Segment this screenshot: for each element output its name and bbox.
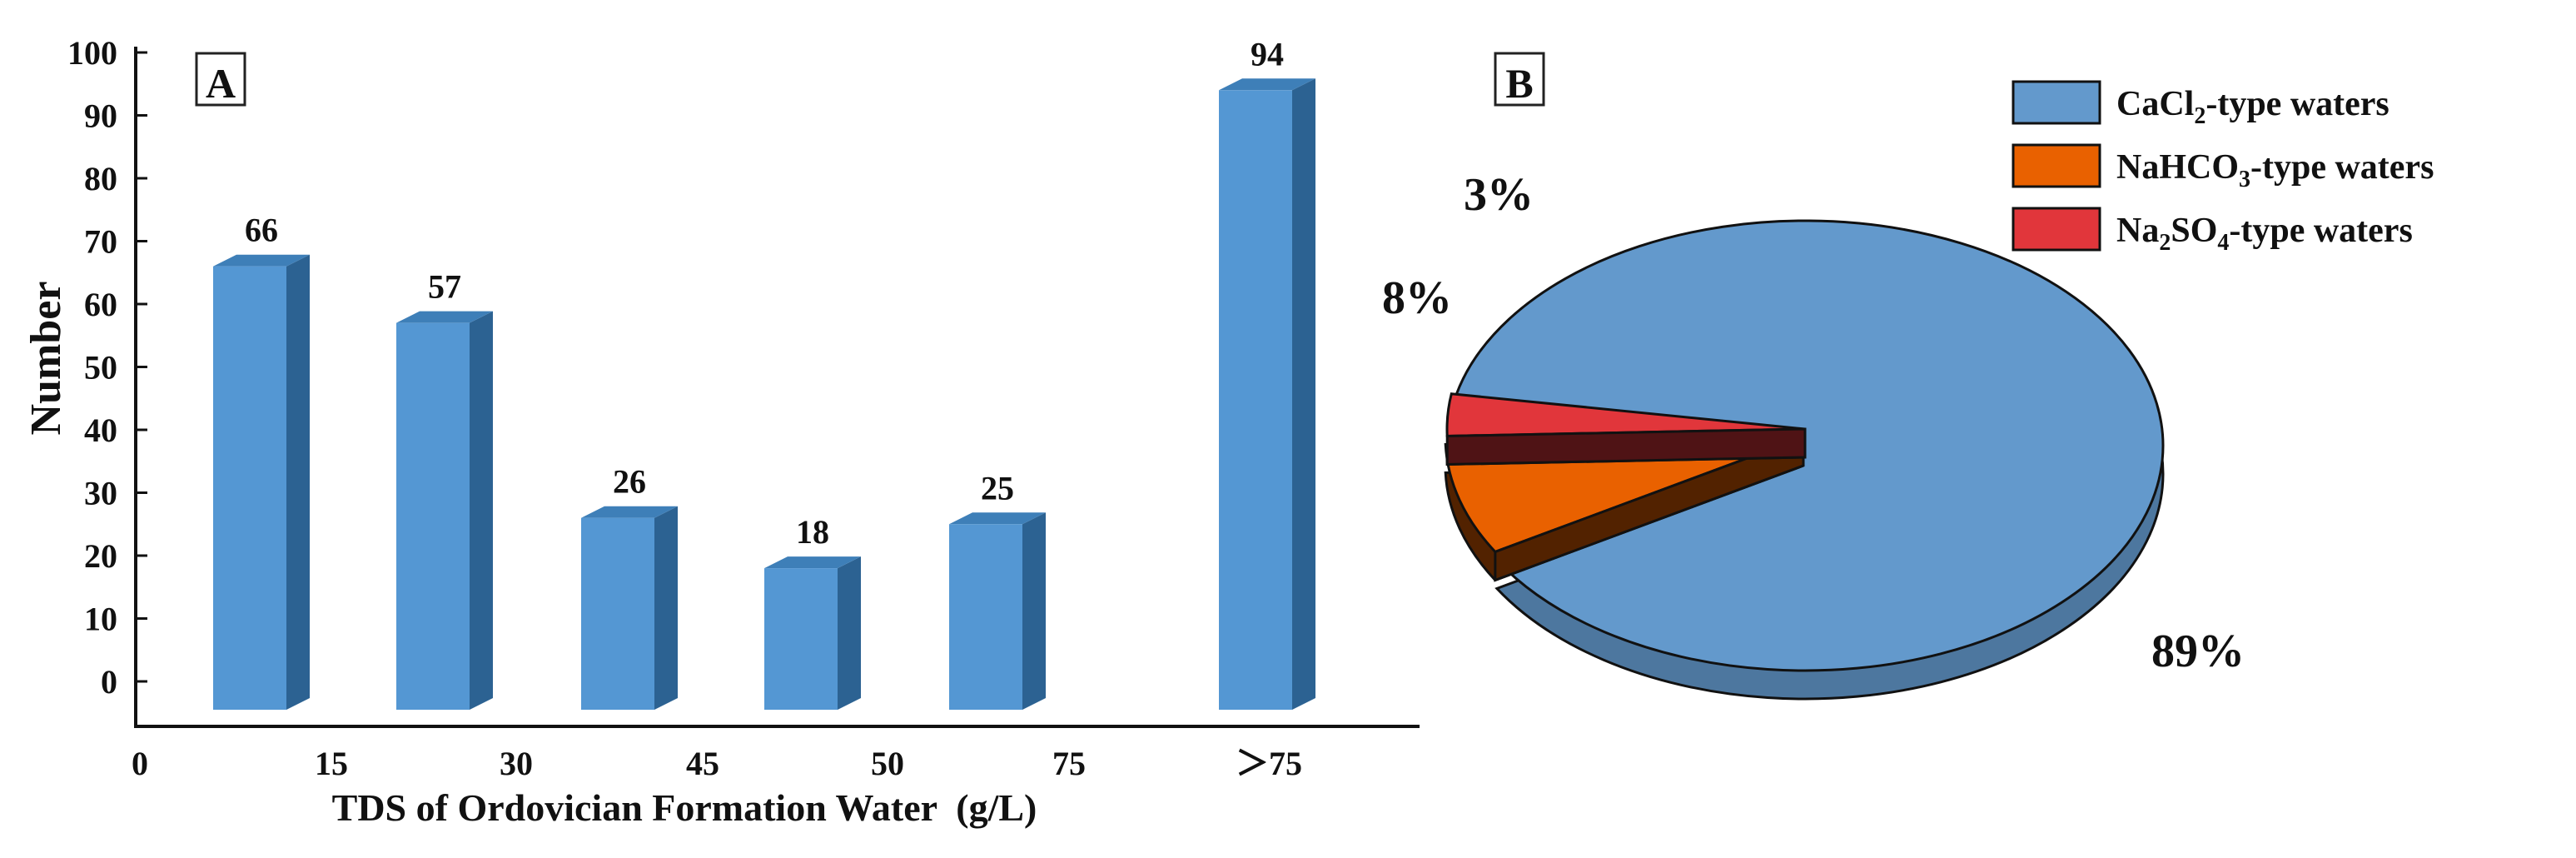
legend-item: Na2SO4-type waters (2012, 207, 2413, 256)
bar-front (949, 524, 1022, 710)
bar-top (581, 506, 678, 518)
x-tick-label: 15 (315, 745, 348, 782)
pie-slice-wall (1445, 427, 1807, 466)
bars: 66 57 26 18 25 94 (213, 35, 1315, 711)
x-tick-label: 50 (871, 745, 904, 782)
bar-value-label: 25 (981, 469, 1014, 506)
x-tick-label: 75 (1052, 745, 1086, 782)
legend-swatch (2012, 143, 2101, 188)
bar-front (213, 266, 286, 710)
bar-side (838, 556, 861, 710)
bar-value-label: 57 (428, 268, 461, 306)
pie-slice (1450, 219, 2165, 701)
y-tick-label: 50 (84, 349, 117, 387)
legend-swatch (2012, 80, 2101, 125)
legend: CaCl2-type waters NaHCO3-type waters Na2SO… (2012, 80, 2434, 256)
x-tick-label: 45 (686, 745, 719, 782)
bar: 94 (1219, 35, 1315, 711)
bar-value-label: 26 (613, 463, 646, 501)
legend-label: Na2SO4-type waters (2116, 212, 2413, 256)
panel-b-pie-chart: B 89% 8%3% CaCl2-type waters NaHCO3-type w… (1382, 52, 2434, 701)
bar-top (949, 512, 1046, 525)
x-axis-ticks: 0 15 30 45 50 75 ＞75 (132, 745, 1302, 782)
legend-label: NaHCO3-type waters (2116, 148, 2434, 192)
y-tick-label: 90 (84, 97, 117, 135)
bar-top (213, 254, 310, 267)
y-tick-label: 30 (84, 475, 117, 512)
bar: 25 (949, 469, 1046, 710)
bar-front (764, 568, 838, 710)
bar-front (1219, 90, 1292, 711)
pie-percent-label: 3% (1464, 169, 1534, 221)
bar-side (654, 506, 678, 710)
y-tick-label: 100 (67, 34, 117, 72)
x-tick-label: 30 (500, 745, 533, 782)
bar-side (470, 311, 493, 710)
bar-top (764, 556, 861, 569)
x-axis-title: TDS of Ordovician Formation Water (g/L) (332, 786, 1037, 829)
panel-b-label: B (1505, 60, 1533, 107)
bar-top (1219, 78, 1315, 91)
y-tick-label: 80 (84, 160, 117, 197)
panel-a-label-box (195, 52, 246, 107)
panel-a-bar-chart: A Number TDS of Ordovician Formation Wat… (22, 34, 1420, 829)
y-tick-label: 70 (84, 223, 117, 261)
y-tick-label: 0 (101, 663, 117, 701)
legend-item: CaCl2-type waters (2012, 80, 2390, 129)
bar-side (1292, 78, 1315, 711)
pie (1444, 219, 2165, 701)
y-axis-title: Number (22, 282, 70, 436)
bar-value-label: 94 (1251, 35, 1284, 72)
bar-top (396, 311, 493, 323)
panel-b-label-box (1494, 52, 1545, 107)
y-tick-label: 10 (84, 601, 117, 638)
y-axis-ticks: 0 10 20 30 40 50 60 70 80 90 100 (67, 34, 147, 701)
pie-slice-labels: 89% 8%3% (1382, 169, 2245, 677)
bar-front (396, 322, 470, 710)
bar-side (1022, 512, 1046, 710)
pie-percent-label: 89% (2151, 626, 2245, 677)
bar-side (286, 254, 310, 710)
bar-value-label: 66 (245, 212, 278, 249)
pie-percent-label: 8% (1382, 272, 1452, 324)
y-tick-label: 20 (84, 537, 117, 575)
bar-value-label: 18 (796, 513, 829, 551)
panel-a-label: A (206, 60, 236, 107)
legend-item: NaHCO3-type waters (2012, 143, 2434, 192)
bar: 18 (764, 513, 861, 710)
x-tick-label: 0 (132, 745, 148, 782)
pie-slice (1445, 392, 1807, 466)
bar: 26 (581, 463, 678, 710)
x-tick-label: ＞75 (1236, 745, 1302, 782)
bar: 57 (396, 268, 493, 710)
legend-swatch (2012, 207, 2101, 252)
y-tick-label: 40 (84, 412, 117, 449)
pie-slice-top (1450, 219, 2165, 672)
legend-label: CaCl2-type waters (2116, 85, 2390, 129)
bar: 66 (213, 212, 310, 710)
y-tick-label: 60 (84, 286, 117, 323)
bar-front (581, 517, 654, 710)
pie-slice (1444, 435, 1805, 582)
